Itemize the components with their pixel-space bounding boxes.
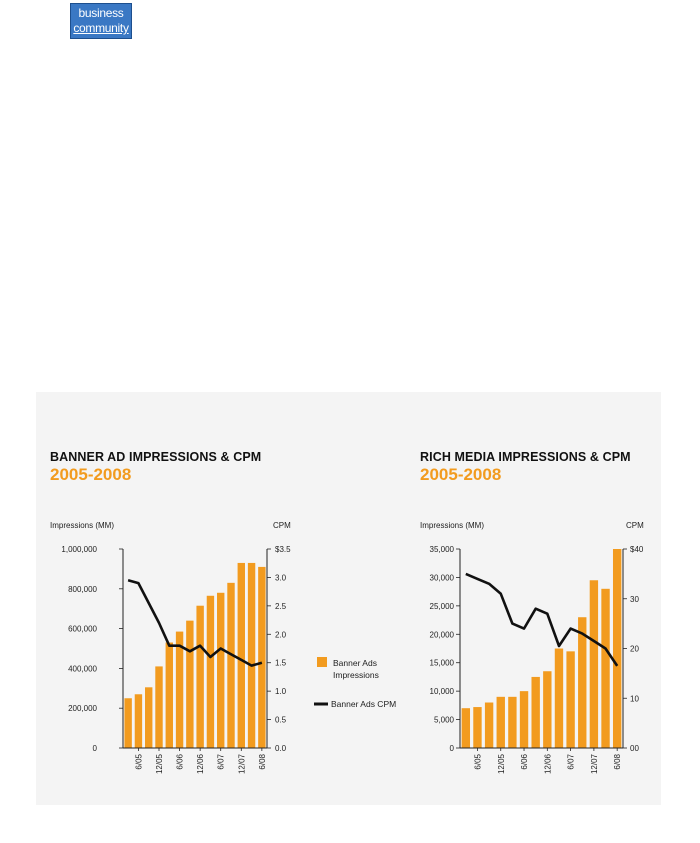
richmedia-y-tick-label: 5,000 — [434, 716, 455, 725]
richmedia-bar — [508, 696, 517, 748]
richmedia-bar — [578, 617, 587, 748]
richmedia-y2-axis-label: CPM — [626, 521, 644, 530]
richmedia-bar — [461, 708, 471, 748]
logo-line-1: business — [78, 6, 124, 20]
banner-x-tick-label: 6/07 — [217, 753, 226, 769]
banner-x-tick-label: 6/05 — [134, 753, 143, 769]
richmedia-bar — [612, 549, 622, 748]
richmedia-bar — [589, 580, 599, 748]
banner-y-tick-label: 0 — [93, 744, 98, 753]
banner-bar — [165, 642, 173, 748]
richmedia-bar — [543, 671, 552, 748]
banner-x-tick-label: 12/06 — [196, 753, 205, 774]
banner-y2-tick-label: $3.5 — [275, 545, 291, 554]
richmedia-y-tick-label: 10,000 — [430, 687, 455, 696]
richmedia-bar — [519, 691, 529, 748]
banner-x-tick-label: 6/08 — [258, 753, 267, 769]
banner-bar — [258, 566, 266, 748]
richmedia-bar — [566, 651, 575, 748]
richmedia-bar — [601, 588, 610, 748]
banner-bar — [145, 687, 153, 748]
banner-bar — [227, 582, 235, 748]
legend-bar-label-1: Banner Ads — [333, 658, 377, 668]
legend: Banner Ads Impressions Banner Ads CPM — [314, 657, 396, 709]
banner-y-tick-label: 800,000 — [68, 585, 97, 594]
richmedia-y2-tick-label: 20 — [630, 645, 639, 654]
richmedia-chart: Impressions (MM) CPM 0 5,000 10,000 15,000 20,… — [420, 521, 644, 774]
richmedia-y2-tick-label: 30 — [630, 595, 639, 604]
richmedia-x-tick-label: 6/05 — [473, 753, 482, 769]
richmedia-bar — [531, 676, 540, 748]
banner-chart: Impressions (MM) CPM 0 200,000 400,000 600,00… — [50, 521, 291, 774]
richmedia-bar — [484, 702, 494, 748]
banner-y2-tick-label: 3.0 — [275, 573, 287, 582]
banner-bar — [155, 666, 163, 748]
banner-bar — [206, 595, 215, 748]
richmedia-bar — [496, 696, 505, 748]
richmedia-x-tick-label: 6/07 — [567, 753, 576, 769]
richmedia-y-axis-label: Impressions (MM) — [420, 521, 484, 530]
richmedia-bar — [554, 648, 564, 748]
legend-line-label: Banner Ads CPM — [331, 699, 396, 709]
banner-bar — [217, 592, 225, 748]
richmedia-y2-tick-label: 10 — [630, 694, 639, 703]
richmedia-chart-title: RICH MEDIA IMPRESSIONS & CPM — [420, 450, 631, 464]
richmedia-x-tick-label: 12/05 — [497, 753, 506, 774]
banner-x-tick-label: 12/07 — [237, 753, 246, 774]
richmedia-bar — [473, 707, 482, 748]
logo-line-2: community — [73, 21, 129, 35]
banner-y-tick-label: 400,000 — [68, 664, 97, 673]
richmedia-x-tick-label: 6/06 — [520, 753, 529, 769]
banner-bar — [175, 631, 184, 748]
richmedia-y-tick-label: 25,000 — [430, 602, 455, 611]
banner-chart-title: BANNER AD IMPRESSIONS & CPM — [50, 450, 262, 464]
banner-y-axis-label: Impressions (MM) — [50, 521, 114, 530]
richmedia-y-tick-label: 20,000 — [430, 630, 455, 639]
richmedia-x-tick-label: 12/06 — [543, 753, 552, 774]
banner-y2-tick-label: 1.0 — [275, 687, 287, 696]
banner-chart-subtitle: 2005-2008 — [50, 465, 132, 484]
banner-y2-tick-label: 2.5 — [275, 602, 287, 611]
richmedia-y2-tick-label: $40 — [630, 545, 644, 554]
banner-bar — [196, 605, 204, 748]
banner-x-tick-label: 12/05 — [155, 753, 164, 774]
banner-bar — [186, 620, 194, 748]
business-community-logo: business community — [70, 3, 132, 39]
banner-bar — [124, 698, 132, 748]
richmedia-y2-tick-label: 00 — [630, 744, 639, 753]
richmedia-y-tick-label: 0 — [450, 744, 455, 753]
richmedia-y-tick-label: 30,000 — [430, 573, 455, 582]
richmedia-x-tick-label: 12/07 — [590, 753, 599, 774]
banner-y2-tick-label: 0.0 — [275, 744, 287, 753]
richmedia-x-tick-label: 6/08 — [613, 753, 622, 769]
banner-bar — [247, 562, 256, 748]
banner-cpm-line — [127, 579, 263, 667]
richmedia-cpm-line — [465, 572, 619, 667]
richmedia-chart-subtitle: 2005-2008 — [420, 465, 502, 484]
banner-bar — [237, 562, 245, 748]
richmedia-y-tick-label: 15,000 — [430, 659, 455, 668]
banner-bar — [134, 694, 143, 748]
legend-bar-label-2: Impressions — [333, 670, 379, 680]
banner-x-tick-label: 6/06 — [176, 753, 185, 769]
banner-y2-axis-label: CPM — [273, 521, 291, 530]
banner-y-tick-label: 600,000 — [68, 625, 97, 634]
richmedia-y-tick-label: 35,000 — [430, 545, 455, 554]
banner-y2-tick-label: 1.5 — [275, 659, 287, 668]
legend-bar-swatch — [317, 657, 327, 667]
banner-y2-tick-label: 2.0 — [275, 630, 287, 639]
banner-y-tick-label: 1,000,000 — [61, 545, 97, 554]
banner-y2-tick-label: 0.5 — [275, 716, 287, 725]
banner-y-tick-label: 200,000 — [68, 704, 97, 713]
